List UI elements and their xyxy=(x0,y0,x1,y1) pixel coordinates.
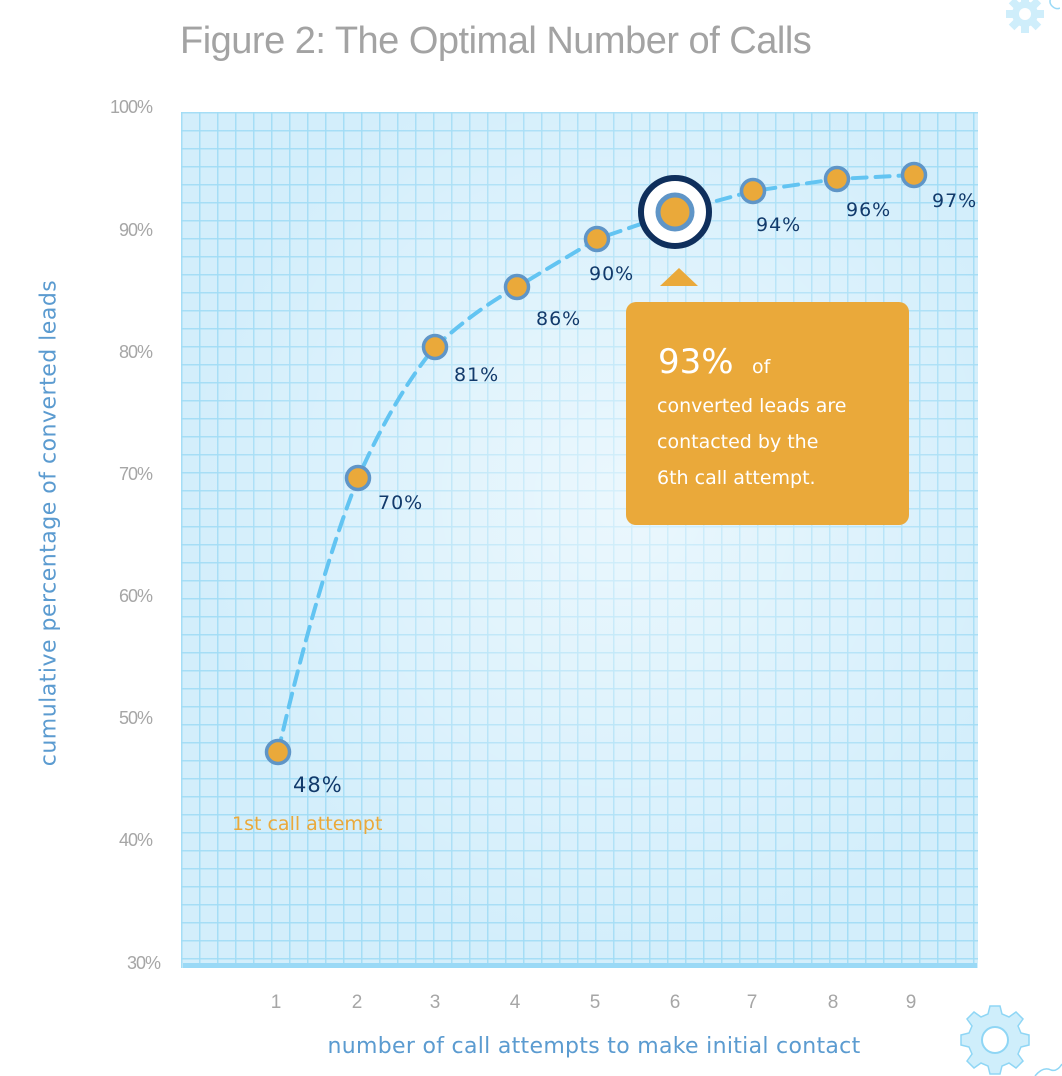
callout-line: 6th call attempt. xyxy=(657,467,816,489)
data-label: 97% xyxy=(932,190,978,212)
callout-line: contacted by the xyxy=(657,431,819,453)
data-point xyxy=(583,225,611,253)
y-tick: 70% xyxy=(118,464,153,484)
y-tick: 50% xyxy=(118,708,153,728)
y-tick: 60% xyxy=(118,586,153,606)
callout-pointer xyxy=(660,268,698,286)
x-tick: 7 xyxy=(746,992,758,1013)
y-tick: 80% xyxy=(118,342,153,362)
data-point xyxy=(344,464,372,492)
gear-icon xyxy=(1006,0,1060,33)
plot-area xyxy=(181,112,978,968)
callout-percentage: 93% xyxy=(658,342,734,382)
data-point xyxy=(900,161,928,189)
callout-line: converted leads are xyxy=(657,395,847,417)
x-tick: 9 xyxy=(905,992,917,1013)
data-point xyxy=(739,177,767,205)
y-tick: 40% xyxy=(118,830,153,850)
x-tick: 3 xyxy=(429,992,441,1013)
data-label: 94% xyxy=(756,214,802,236)
y-tick: 100% xyxy=(109,97,153,117)
data-label: 70% xyxy=(378,492,424,514)
data-label: 90% xyxy=(589,263,635,285)
y-tick: 90% xyxy=(118,220,153,240)
x-tick: 4 xyxy=(509,992,521,1013)
data-point xyxy=(823,165,851,193)
x-tick: 2 xyxy=(351,992,363,1013)
x-tick: 6 xyxy=(669,992,681,1013)
data-label: 48% xyxy=(293,773,343,797)
x-tick: 5 xyxy=(589,992,601,1013)
data-label: 86% xyxy=(536,308,582,330)
chart-title: Figure 2: The Optimal Number of Calls xyxy=(180,20,812,62)
callout-of: of xyxy=(752,356,771,378)
callout-box: 93% of converted leads are contacted by … xyxy=(626,302,909,525)
x-tick: 1 xyxy=(270,992,282,1013)
data-point xyxy=(503,273,531,301)
gear-icon xyxy=(960,1005,1062,1076)
x-axis-title: number of call attempts to make initial … xyxy=(327,1034,861,1059)
data-label: 96% xyxy=(846,199,892,221)
data-label: 81% xyxy=(454,364,500,386)
first-call-annotation: 1st call attempt xyxy=(232,813,383,835)
data-point xyxy=(264,738,292,766)
y-tick: 30% xyxy=(126,953,161,973)
x-axis-line xyxy=(183,963,977,968)
data-point xyxy=(421,333,449,361)
x-tick: 8 xyxy=(827,992,839,1013)
data-point-highlighted xyxy=(655,192,695,232)
